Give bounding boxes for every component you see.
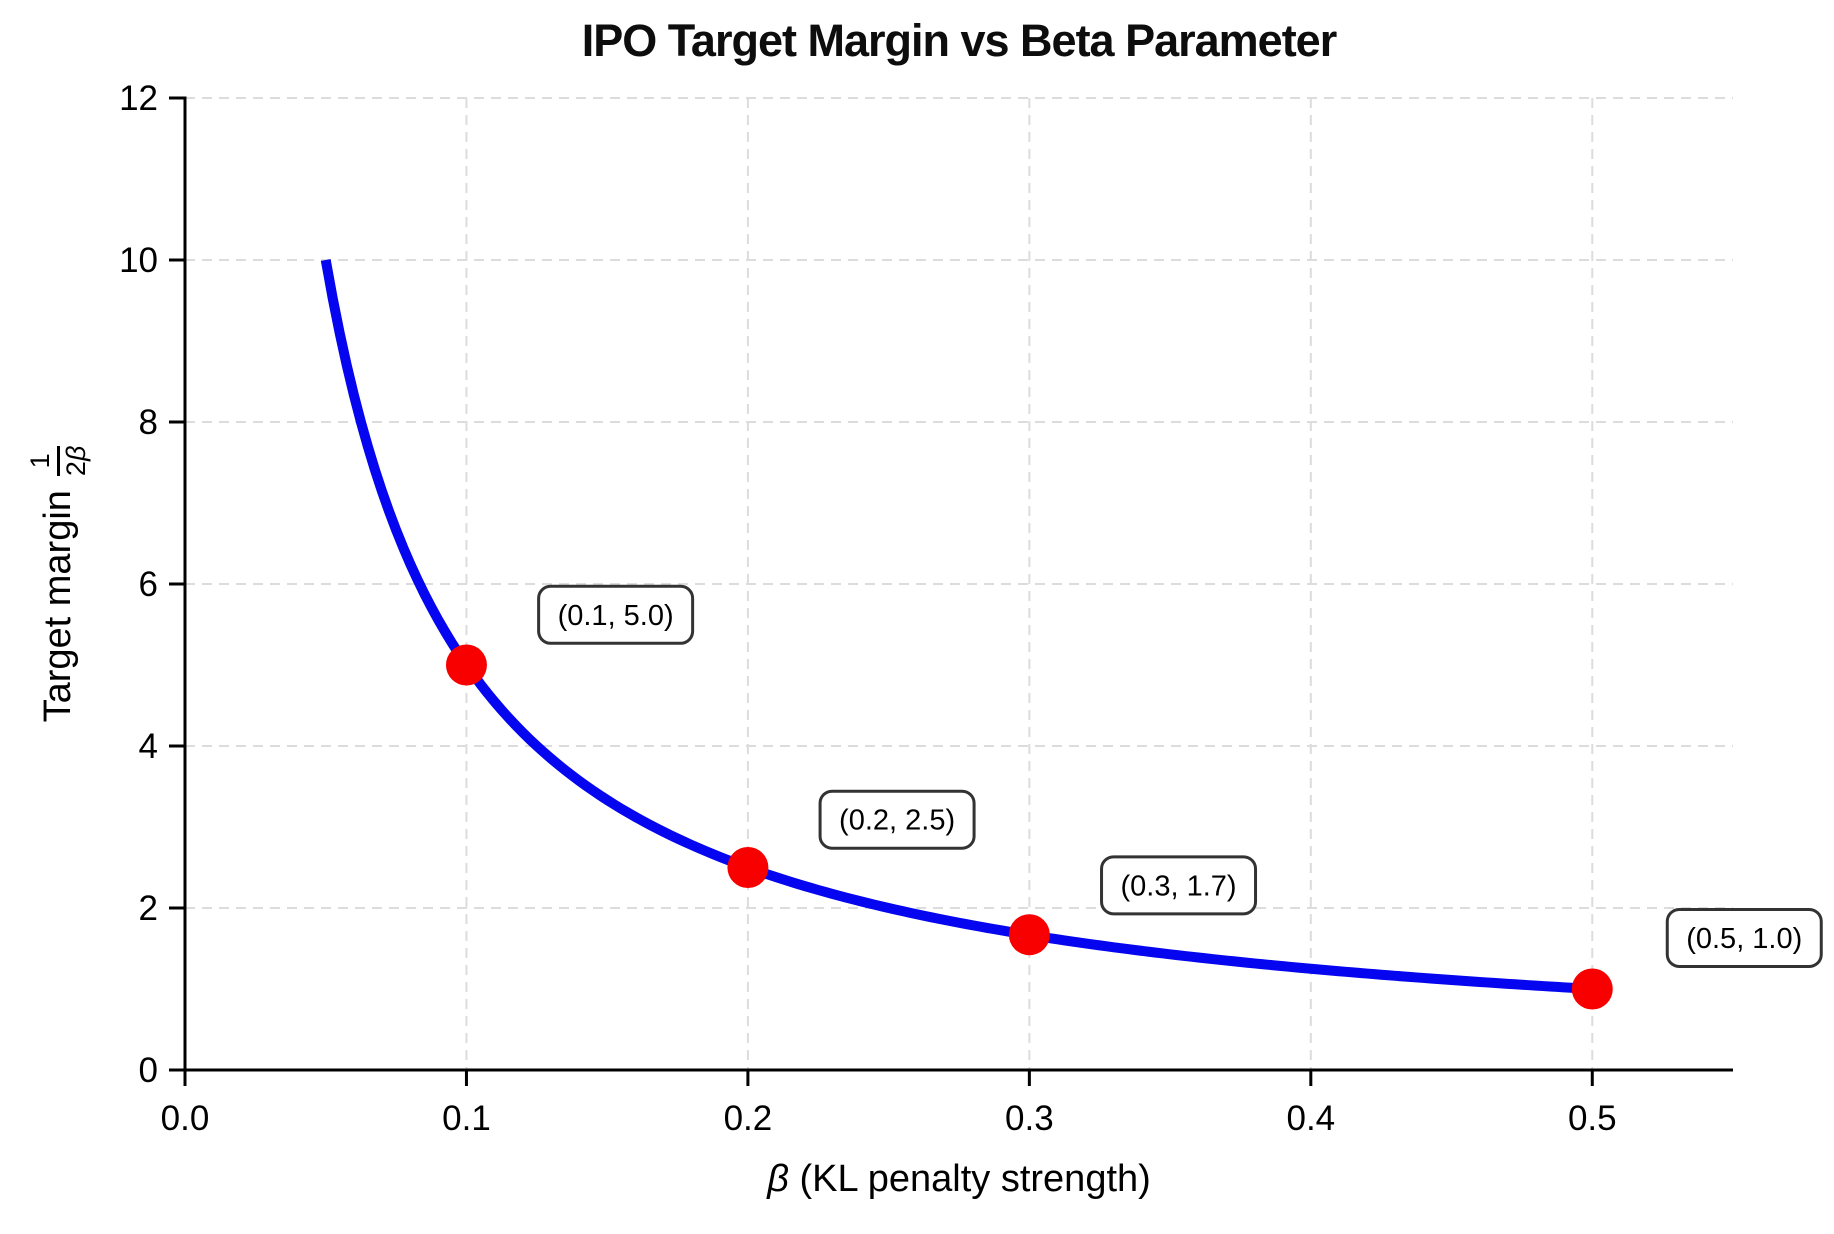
annotation-label: (0.5, 1.0) xyxy=(1686,923,1802,955)
chart-title: IPO Target Margin vs Beta Parameter xyxy=(581,15,1337,66)
x-tick-label: 0.0 xyxy=(161,1099,210,1138)
beta-symbol: β xyxy=(60,445,91,462)
x-tick-label: 0.3 xyxy=(1005,1099,1054,1138)
data-point-marker xyxy=(727,847,769,888)
x-tick-label: 0.4 xyxy=(1286,1099,1335,1138)
y-axis-label-text: Target margin xyxy=(36,490,79,723)
annotation-box xyxy=(1665,907,1823,968)
y-tick-label: 12 xyxy=(119,79,158,118)
annotation-label: (0.2, 2.5) xyxy=(839,805,955,837)
annotation-label: (0.1, 5.0) xyxy=(558,600,674,632)
y-axis-label-fraction: 1 2β xyxy=(25,445,91,477)
x-tick-label: 0.2 xyxy=(724,1099,773,1138)
annotation-label: (0.3, 1.7) xyxy=(1121,870,1237,902)
y-tick-label: 2 xyxy=(139,889,158,928)
y-tick-label: 4 xyxy=(139,727,158,766)
y-tick-label: 10 xyxy=(119,241,158,280)
y-tick-label: 8 xyxy=(139,403,158,442)
x-tick-label: 0.5 xyxy=(1568,1099,1617,1138)
y-tick-label: 0 xyxy=(139,1051,158,1090)
fraction-den-coeff: 2 xyxy=(60,461,91,477)
fraction-bar xyxy=(56,445,60,477)
annotation-box xyxy=(1100,855,1258,916)
data-point-marker xyxy=(1571,968,1613,1010)
x-tick-label: 0.1 xyxy=(442,1099,491,1138)
curve-line xyxy=(320,259,1593,994)
y-axis-label: Target margin 1 2β xyxy=(0,274,118,894)
y-tick-label: 6 xyxy=(139,565,158,604)
x-axis-label: β (KL penalty strength) xyxy=(767,1158,1151,1200)
fraction-denominator: 2β xyxy=(60,445,91,477)
fraction-numerator: 1 xyxy=(25,453,56,469)
data-point-marker xyxy=(1008,914,1050,956)
annotation-box xyxy=(818,789,976,850)
data-point-marker xyxy=(445,644,487,686)
annotation-box xyxy=(537,584,695,645)
